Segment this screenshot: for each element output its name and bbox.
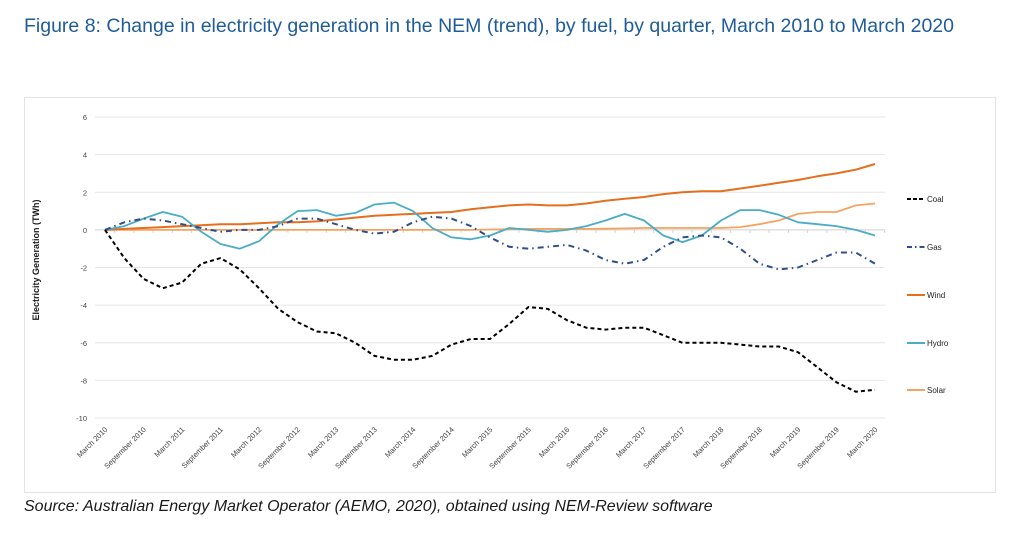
- series-line-hydro: [104, 201, 876, 250]
- gridlines: [95, 116, 885, 419]
- series-line-wind: [104, 163, 876, 231]
- y-tick-label: -8: [80, 376, 87, 385]
- x-tick-label: September 2016: [564, 425, 610, 471]
- series-line-coal: [104, 229, 876, 393]
- x-tick-label: September 2012: [256, 425, 302, 471]
- y-tick-label: 4: [83, 151, 87, 160]
- x-tick-label: September 2017: [641, 425, 687, 471]
- x-tick-label: September 2019: [795, 425, 841, 471]
- y-tick-label: -6: [80, 339, 87, 348]
- x-tick-label: September 2011: [180, 425, 225, 470]
- y-tick-label: 0: [83, 226, 87, 235]
- y-axis-label: Electricity Generation (TWh): [31, 199, 41, 320]
- legend-label-solar: Solar: [927, 386, 946, 395]
- legend-label-gas: Gas: [927, 243, 942, 252]
- x-tick-label: September 2010: [102, 425, 148, 471]
- y-tick-label: 6: [83, 113, 87, 122]
- legend-label-hydro: Hydro: [927, 339, 949, 348]
- x-tick-label: March 2015: [460, 425, 494, 459]
- x-tick-label: March 2012: [229, 425, 263, 459]
- y-tick-label: 2: [83, 188, 87, 197]
- chart-frame: [24, 97, 996, 493]
- legend: Coal Gas Wind Hydro Solar: [907, 195, 949, 395]
- x-tick-label: March 2013: [306, 425, 340, 459]
- y-axis-tick-labels: 6 4 2 0 -2 -4 -6 -8 -10: [76, 113, 87, 423]
- x-tick-label: March 2014: [383, 425, 417, 459]
- x-tick-label: March 2019: [768, 425, 802, 459]
- x-tick-label: March 2020: [845, 425, 879, 459]
- figure-source: Source: Australian Energy Market Operato…: [24, 498, 713, 515]
- x-tick-label: March 2018: [691, 425, 725, 459]
- x-tick-label: March 2016: [537, 425, 571, 459]
- x-tick-label: September 2014: [410, 425, 456, 471]
- legend-label-wind: Wind: [927, 291, 945, 300]
- x-tick-label: September 2015: [487, 425, 533, 471]
- series-lines: [104, 163, 876, 393]
- legend-label-coal: Coal: [927, 195, 944, 204]
- x-tick-label: March 2010: [75, 425, 109, 459]
- x-tick-label: September 2013: [333, 425, 379, 471]
- x-tick-label: September 2018: [718, 425, 764, 471]
- y-tick-label: -4: [80, 301, 87, 310]
- figure-title: Figure 8: Change in electricity generati…: [24, 15, 954, 37]
- y-tick-label: -10: [76, 414, 87, 423]
- y-tick-label: -2: [80, 264, 87, 273]
- x-tick-label: March 2017: [614, 425, 648, 459]
- x-tick-label: March 2011: [152, 425, 186, 459]
